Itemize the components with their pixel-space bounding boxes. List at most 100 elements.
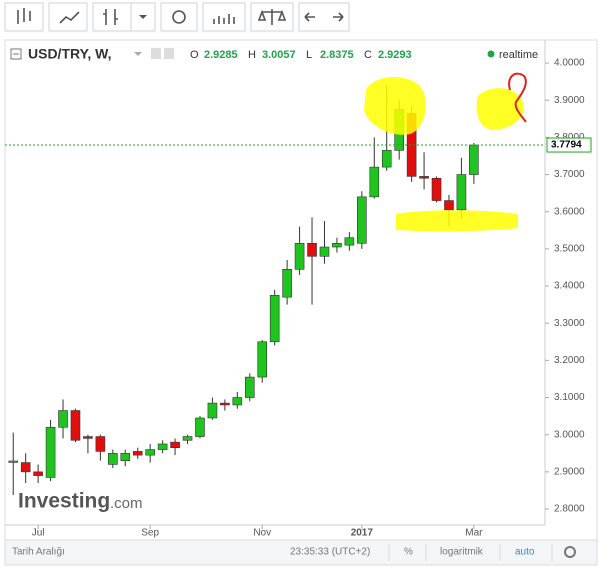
candle-body	[357, 196, 367, 244]
highlight	[476, 88, 524, 130]
y-tick-label: 3.2000	[554, 355, 585, 366]
y-tick-label: 2.9000	[554, 466, 585, 477]
candle-body	[170, 441, 180, 448]
y-tick-label: 2.8000	[554, 504, 585, 515]
candle-body	[157, 443, 168, 450]
x-tick-label: Sep	[141, 528, 159, 539]
icon	[59, 11, 80, 24]
bar-button[interactable]	[92, 2, 132, 32]
last-price-label: 3.7794	[551, 140, 582, 151]
icon	[17, 8, 31, 24]
candle-body	[319, 246, 330, 257]
ohlc-key: L	[306, 49, 312, 61]
x-tick-label: Mar	[465, 528, 483, 539]
y-tick-label: 3.1000	[554, 392, 585, 403]
candle-body	[419, 176, 429, 179]
footer	[4, 539, 598, 566]
indicators-button[interactable]	[202, 2, 246, 32]
candle-body	[95, 436, 106, 452]
candle-body	[344, 237, 355, 246]
collapse-icon[interactable]	[10, 48, 22, 60]
realtime-label: realtime	[499, 49, 538, 61]
icon	[172, 10, 186, 24]
candle-body	[8, 460, 19, 463]
y-tick-label: 3.4000	[554, 281, 585, 292]
annotations	[364, 72, 527, 232]
candle-body	[120, 452, 131, 462]
candle-body	[282, 269, 292, 298]
candle-body	[70, 410, 81, 441]
watermark-suffix: .com	[110, 495, 143, 512]
icon	[103, 9, 118, 25]
y-tick-label: 3.9000	[554, 95, 585, 106]
y-tick-label: 3.7000	[554, 169, 585, 180]
candle-body	[182, 436, 193, 441]
candle-body	[195, 417, 205, 437]
candle-body	[269, 295, 280, 343]
ohlc-value: 3.0057	[262, 49, 296, 61]
y-tick-label: 3.6000	[554, 206, 585, 217]
candle-body	[207, 402, 218, 419]
ohlc-value: 2.8375	[320, 49, 354, 61]
candle-body	[444, 200, 454, 211]
candle-body	[307, 242, 317, 257]
highlight	[396, 210, 518, 232]
y-tick-label: 3.3000	[554, 318, 585, 329]
symbol: USD/TRY, W,	[28, 46, 112, 62]
candle-body	[431, 177, 442, 201]
y-tick-label: 3.0000	[554, 429, 585, 440]
highlight	[364, 76, 426, 135]
candle-body	[33, 471, 43, 476]
range-button[interactable]: Tarih Aralığı	[12, 547, 65, 558]
x-tick-label: Jul	[32, 528, 45, 539]
clock: 23:35:33 (UTC+2)	[290, 547, 370, 558]
icon	[257, 9, 287, 25]
ohlc-value: 2.9293	[378, 49, 412, 61]
auto-toggle[interactable]: auto	[515, 547, 535, 558]
ohlc-header: O 2.9285 H 3.0057 L 2.8375 C 2.9293	[190, 49, 412, 61]
toolbar	[4, 2, 350, 32]
y-tick-label: 4.0000	[554, 58, 585, 69]
candle-body	[108, 452, 118, 465]
scribble	[508, 72, 527, 123]
header-icon[interactable]	[164, 48, 174, 59]
footer-settings[interactable]	[564, 546, 576, 558]
candle-body	[332, 242, 342, 248]
candle-body	[369, 166, 380, 198]
header-icon[interactable]	[151, 48, 161, 59]
icon	[213, 14, 235, 24]
candle-body	[20, 462, 31, 473]
candle-body	[132, 451, 143, 456]
candle-body	[381, 150, 392, 168]
candle-body	[220, 402, 230, 406]
candle-body	[294, 242, 305, 270]
ohlc-key: C	[364, 49, 372, 61]
last-price-box	[546, 137, 592, 153]
candle-body	[45, 426, 56, 478]
settings-button[interactable]	[160, 2, 198, 32]
ohlc-value: 2.9285	[204, 49, 238, 61]
watermark-brand: Investing	[18, 490, 110, 513]
log-toggle[interactable]: logaritmik	[440, 547, 484, 558]
candle-body	[469, 144, 479, 175]
symbol-dropdown[interactable]	[134, 52, 142, 56]
candle-body	[83, 436, 93, 439]
percent-toggle[interactable]: %	[404, 547, 413, 558]
icon	[304, 12, 344, 22]
x-tick-label: 2017	[351, 528, 374, 539]
realtime-dot	[487, 50, 495, 58]
candle-body	[257, 341, 268, 378]
candle-body	[58, 410, 68, 428]
y-tick-label: 3.5000	[554, 244, 585, 255]
ohlc-key: O	[190, 49, 199, 61]
ohlc-key: H	[248, 49, 256, 61]
icon	[139, 15, 147, 19]
candle-body	[456, 174, 467, 211]
y-tick-label: 3.8000	[554, 132, 585, 143]
x-tick-label: Nov	[253, 528, 271, 539]
candle-body	[145, 449, 155, 456]
candle-body	[232, 397, 243, 406]
line-button[interactable]	[48, 2, 88, 32]
